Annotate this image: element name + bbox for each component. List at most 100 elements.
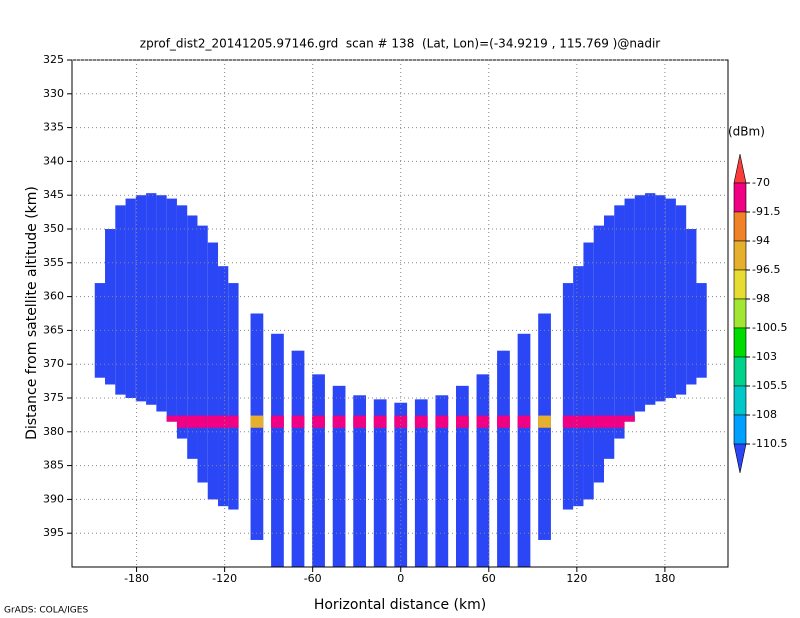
bright-band xyxy=(250,415,264,428)
colorbar-label: -70 xyxy=(752,176,770,189)
y-tick-label: 355 xyxy=(43,256,64,269)
colorbar-swatch xyxy=(733,182,747,213)
bright-band xyxy=(228,415,239,428)
y-tick-label: 350 xyxy=(43,222,64,235)
beam-column xyxy=(271,333,284,567)
y-tick-label: 335 xyxy=(43,121,64,134)
bright-band xyxy=(373,415,387,428)
beam-column xyxy=(696,283,707,378)
bright-band xyxy=(603,415,615,428)
beam-column xyxy=(573,266,584,507)
x-tick-label: -180 xyxy=(124,572,149,585)
beam-column xyxy=(634,195,646,412)
beam-column xyxy=(156,195,167,412)
colorbar-label: -94 xyxy=(752,234,770,247)
bright-band xyxy=(583,415,594,428)
beam-column xyxy=(105,229,116,385)
colorbar-label: -103 xyxy=(752,350,777,363)
beam-column xyxy=(187,215,198,459)
x-tick-label: 120 xyxy=(566,572,587,585)
bright-band xyxy=(614,415,625,428)
footer: GrADS: COLA/IGES xyxy=(4,606,88,616)
bright-band xyxy=(332,415,346,428)
y-tick-label: 370 xyxy=(43,357,64,370)
beam-column xyxy=(146,193,157,405)
y-tick-label: 375 xyxy=(43,391,64,404)
beam-column xyxy=(456,385,469,567)
beam-column xyxy=(125,198,136,398)
y-tick-label: 325 xyxy=(43,53,64,66)
y-tick-label: 365 xyxy=(43,323,64,336)
colorbar-swatch xyxy=(733,269,747,300)
beam-column xyxy=(291,350,305,567)
colorbar-label: -110.5 xyxy=(752,437,787,450)
x-tick-label: 0 xyxy=(397,572,404,585)
beam-column xyxy=(517,333,531,567)
bright-band xyxy=(456,415,469,428)
bright-band xyxy=(476,415,490,428)
plot-area xyxy=(94,193,707,567)
colorbar-label: -108 xyxy=(752,408,777,421)
y-tick-label: 385 xyxy=(43,459,64,472)
beam-column xyxy=(675,205,687,395)
beam-column xyxy=(94,283,106,378)
bright-band xyxy=(187,415,198,428)
beam-column xyxy=(562,283,574,510)
bright-band xyxy=(207,415,219,428)
bright-band xyxy=(271,415,284,428)
beam-column xyxy=(665,198,676,398)
bright-band xyxy=(435,415,449,428)
beam-column xyxy=(645,193,656,405)
beam-column xyxy=(655,195,666,402)
bright-band xyxy=(414,415,428,428)
beam-column xyxy=(373,399,387,567)
colorbar-swatch xyxy=(733,153,747,184)
x-tick-label: -60 xyxy=(304,572,322,585)
bright-band xyxy=(197,415,208,428)
beam-column xyxy=(218,266,229,507)
colorbar-label: -96.5 xyxy=(752,263,780,276)
bright-band xyxy=(166,415,177,422)
bright-band xyxy=(291,415,305,428)
y-tick-label: 390 xyxy=(43,492,64,505)
beam-column xyxy=(435,395,449,567)
bright-band xyxy=(497,415,510,428)
bright-band xyxy=(394,415,408,428)
beam-column xyxy=(312,374,325,567)
beam-column xyxy=(115,205,126,395)
x-tick-label: -120 xyxy=(212,572,237,585)
y-tick-label: 360 xyxy=(43,290,64,303)
colorbar-swatch xyxy=(733,385,747,416)
y-tick-label: 380 xyxy=(43,425,64,438)
beam-column xyxy=(583,242,594,500)
colorbar-swatch xyxy=(733,211,747,242)
bright-band xyxy=(624,415,635,422)
beam-column xyxy=(686,229,697,385)
beam-column xyxy=(624,198,635,422)
colorbar-swatch xyxy=(733,443,747,474)
colorbar-label: -100.5 xyxy=(752,321,787,334)
bright-band xyxy=(517,415,531,428)
colorbar-label: -91.5 xyxy=(752,205,780,218)
beam-column xyxy=(603,215,615,459)
y-tick-label: 345 xyxy=(43,188,64,201)
y-axis-label: Distance from satellite altitude (km) xyxy=(24,186,40,440)
colorbar-swatch xyxy=(733,240,747,271)
x-tick-label: 60 xyxy=(482,572,496,585)
colorbar-unit: (dBm) xyxy=(728,125,765,139)
chart-title: zprof_dist2_20141205.97146.grd scan # 13… xyxy=(140,37,661,51)
bright-band xyxy=(312,415,325,428)
colorbar-swatch xyxy=(733,356,747,387)
y-tick-label: 395 xyxy=(43,526,64,539)
colorbar-swatch xyxy=(733,327,747,358)
beam-column xyxy=(207,242,219,500)
beam-column xyxy=(228,283,239,510)
bright-band xyxy=(573,415,584,428)
bright-band xyxy=(538,415,551,428)
beam-column xyxy=(166,198,177,422)
y-tick-label: 340 xyxy=(43,154,64,167)
colorbar-swatch xyxy=(733,414,747,445)
y-tick-label: 330 xyxy=(43,87,64,100)
colorbar-label: -105.5 xyxy=(752,379,787,392)
